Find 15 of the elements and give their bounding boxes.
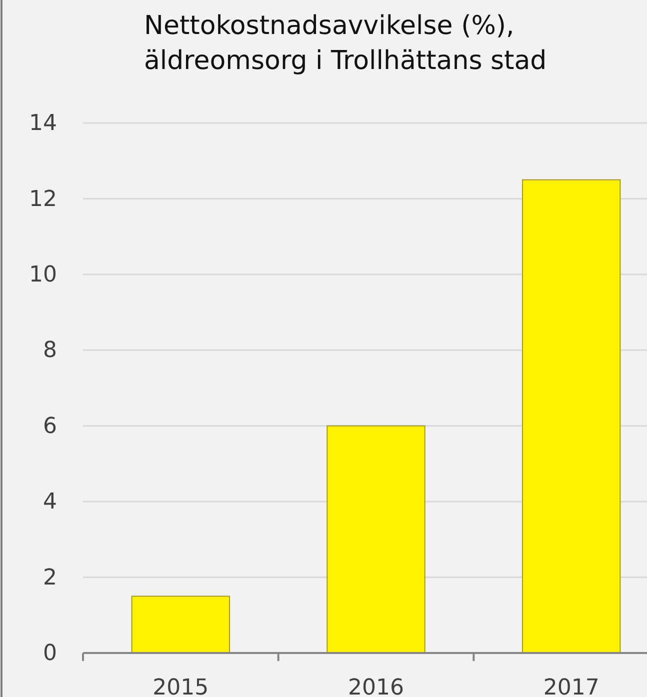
x-tick-label: 2017	[543, 676, 600, 697]
bar	[522, 179, 621, 654]
y-tick-label: 4	[43, 490, 57, 515]
y-tick-label: 6	[43, 414, 57, 439]
y-tick-label: 12	[29, 186, 57, 212]
x-tick-label: 2015	[152, 676, 209, 697]
y-tick-label: 14	[29, 111, 57, 136]
y-tick-label: 0	[43, 641, 57, 666]
chart-title: Nettokostnadsavvikelse (%), äldreomsorg i Trollhättans stad	[144, 11, 547, 76]
y-tick-label: 2	[43, 565, 57, 590]
y-tick-label: 8	[43, 338, 57, 364]
y-tick-label: 10	[29, 262, 57, 288]
bar	[326, 425, 426, 654]
x-tick-label: 2016	[348, 676, 404, 697]
bar	[131, 596, 230, 654]
